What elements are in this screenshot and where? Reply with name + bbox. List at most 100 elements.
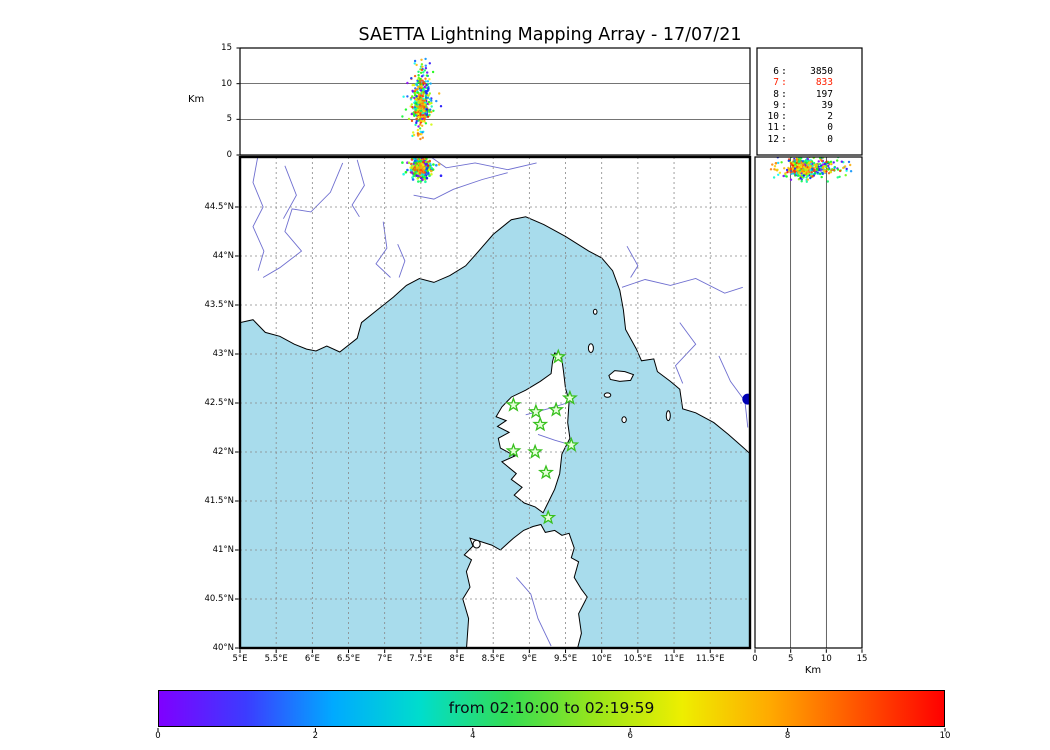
map-xtick-label: 5.5°E	[264, 654, 288, 664]
map-ytick-label: 40°N	[212, 643, 234, 653]
colorbar-tick-label: 10	[939, 731, 951, 741]
right-panel-xtick-label: 0	[752, 654, 758, 664]
right-panel-xtick-label: 15	[856, 654, 868, 664]
top-panel-ytick-label: 5	[226, 114, 232, 125]
map-xtick-label: 7°E	[377, 654, 393, 664]
station-star-icon	[548, 401, 565, 417]
river-line	[621, 278, 743, 294]
station-star-icon	[550, 348, 567, 364]
altitude-count-row: 6: 3850	[763, 66, 857, 77]
map-xtick-label: 9.5°E	[553, 654, 578, 664]
colorbar-tick-label: 0	[155, 731, 161, 741]
altitude-count-row: 11: 0	[763, 122, 857, 133]
stats-box-border	[756, 47, 863, 156]
map-xtick-label: 11.5°E	[695, 654, 725, 664]
right-panel-x-axis-unit-label: Km	[804, 665, 822, 676]
altitude-count-table: 6: 3850 7: 833 8: 197 9: 39 10: 2 11: 0 12: 0	[763, 66, 857, 145]
map-border	[238, 155, 752, 650]
altitude-count-row: 9: 39	[763, 100, 857, 111]
station-star-icon	[563, 436, 580, 452]
map-xtick-label: 6°E	[304, 654, 320, 664]
station-star-icon	[561, 389, 578, 405]
separator: :	[781, 111, 787, 123]
map-gridlines	[240, 157, 750, 648]
map-xtick-label: 6.5°E	[336, 654, 361, 664]
source-count-value: 2	[827, 111, 833, 123]
top-panel-ytick-label: 10	[221, 78, 232, 89]
altitude-km-value: 10	[767, 111, 779, 123]
island	[592, 308, 598, 315]
map-ytick-label: 40.5°N	[204, 593, 234, 604]
right-panel-border	[754, 156, 863, 649]
colorbar-tick-label: 4	[470, 731, 476, 741]
map-xtick-label: 10.5°E	[623, 654, 653, 664]
separator: :	[781, 122, 787, 134]
altitude-km-value: 8	[773, 88, 779, 100]
map-xtick-label: 9°E	[521, 654, 537, 664]
altitude-km-value: 7	[773, 77, 779, 89]
altitude-km-value: 11	[767, 122, 779, 134]
map-ytick-label: 41°N	[212, 544, 234, 555]
lightning-scatter-map	[401, 157, 443, 184]
colorbar-tick-label: 6	[627, 731, 633, 741]
separator: :	[781, 77, 787, 89]
separator: :	[781, 133, 787, 145]
station-star-icon	[540, 509, 557, 525]
altitude-km-value: 9	[773, 99, 779, 111]
station-markers	[505, 348, 580, 525]
map-xtick-label: 10°E	[591, 654, 612, 664]
right-panel-altitude-lines	[790, 157, 827, 648]
island	[603, 392, 612, 398]
map-xtick-label: 5°E	[232, 654, 248, 664]
map-xtick-label: 8.5°E	[481, 654, 505, 664]
coastline-elba	[608, 370, 635, 382]
source-count-value: 0	[827, 133, 833, 145]
river-line	[674, 322, 697, 384]
station-star-icon	[532, 416, 549, 432]
coastline-sardinia	[462, 523, 588, 648]
river-line	[252, 157, 265, 271]
station-star-icon	[505, 396, 522, 412]
station-star-icon	[527, 403, 544, 419]
top-panel-ytick-label: 0	[226, 150, 232, 160]
map-ytick-label: 44°N	[212, 250, 234, 261]
altitude-count-row: 7: 833	[763, 77, 857, 88]
altitude-km-value: 12	[767, 133, 779, 145]
source-count-value: 833	[815, 77, 833, 89]
map-ytick-label: 42°N	[212, 446, 234, 457]
axis-ticks	[157, 47, 946, 732]
rivers	[252, 157, 749, 647]
coastline-mainland	[240, 157, 750, 455]
source-count-value: 197	[815, 88, 833, 100]
island	[472, 539, 481, 549]
map-xtick-label: 7.5°E	[409, 654, 433, 664]
separator: :	[781, 88, 787, 100]
altitude-km-value: 6	[773, 66, 779, 77]
separator: :	[781, 66, 787, 77]
altitude-count-row: 12: 0	[763, 134, 857, 145]
river-line	[397, 244, 406, 278]
station-star-icon	[505, 442, 522, 458]
colorbar-time-range-label: from 02:10:00 to 02:19:59	[448, 699, 655, 717]
map-ytick-label: 42.5°N	[204, 397, 234, 408]
map-xtick-label: 11°E	[663, 654, 685, 664]
river-line	[351, 159, 365, 218]
right-panel-xtick-label: 5	[787, 654, 794, 664]
colorbar-tick-label: 8	[784, 731, 791, 741]
top-panel-border	[239, 47, 751, 156]
altitude-count-row: 8: 197	[763, 89, 857, 100]
figure-title: SAETTA Lightning Mapping Array - 17/07/2…	[358, 25, 742, 45]
map-ytick-label: 44.5°N	[204, 201, 234, 212]
coastline-corsica	[495, 352, 571, 514]
map-ytick-label: 43.5°N	[204, 299, 234, 310]
source-count-value: 0	[827, 122, 833, 134]
top-panel-ytick-label: 15	[221, 43, 232, 53]
lightning-scatter-alt-lat	[769, 157, 853, 183]
river-line	[430, 157, 537, 171]
island	[665, 410, 671, 422]
island	[587, 343, 594, 354]
river-line	[283, 165, 297, 219]
map-land	[240, 157, 750, 648]
